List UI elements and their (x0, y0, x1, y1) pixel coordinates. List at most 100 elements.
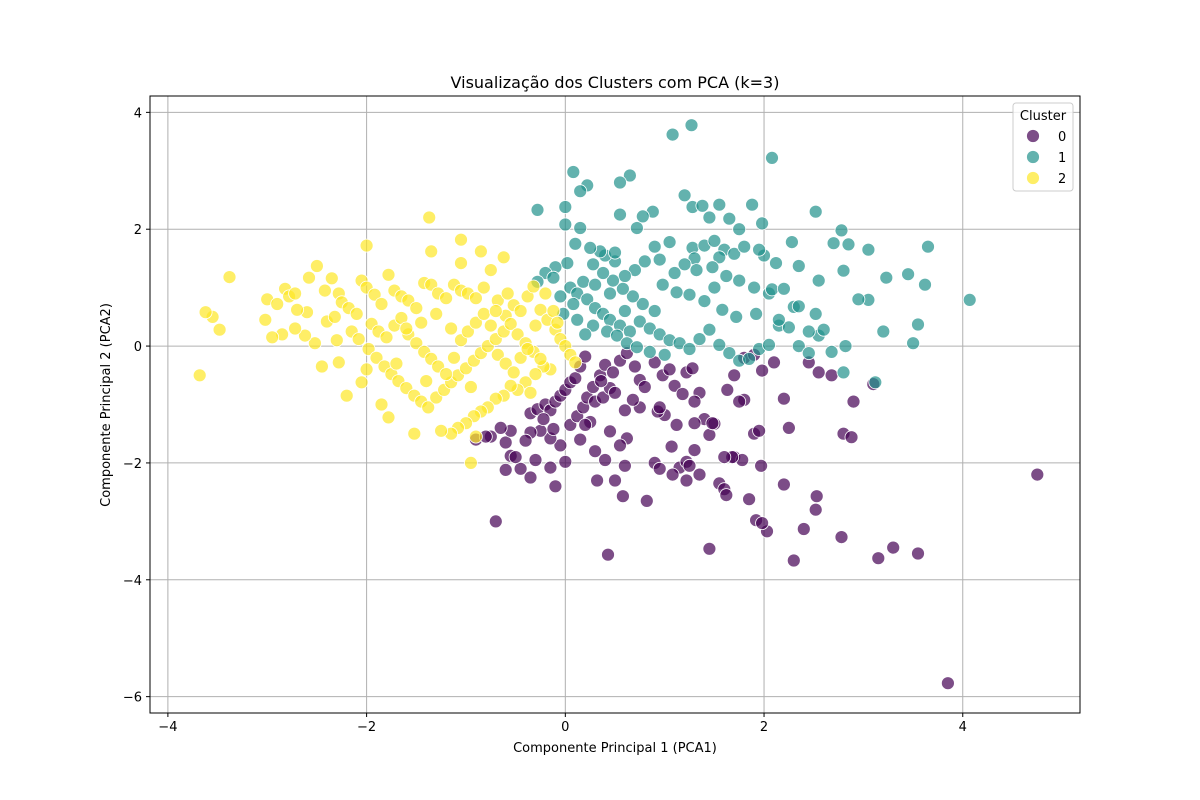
data-point (754, 458, 768, 473)
data-point (496, 250, 511, 265)
data-point (513, 304, 528, 318)
data-point (302, 270, 316, 285)
data-point (705, 260, 720, 275)
data-point (596, 390, 610, 405)
data-point (705, 416, 720, 431)
data-point (198, 305, 213, 320)
legend-label: 1 (1058, 151, 1066, 166)
data-point (374, 297, 389, 311)
data-point (503, 316, 518, 331)
data-point (258, 312, 273, 327)
data-point (720, 382, 735, 397)
data-point (526, 279, 541, 294)
data-point (580, 292, 595, 307)
data-point (635, 209, 650, 224)
data-point (826, 236, 841, 251)
data-point (608, 473, 622, 488)
data-point (447, 350, 461, 365)
data-point (811, 273, 826, 288)
data-point (573, 432, 588, 447)
data-point (702, 322, 717, 337)
data-point (463, 455, 478, 470)
data-point (578, 327, 593, 342)
data-point (669, 417, 684, 432)
y-axis-ticks: −6 −4 −2 0 2 4 (123, 106, 150, 706)
data-point (642, 344, 657, 359)
data-point (677, 188, 692, 203)
data-point (550, 315, 565, 330)
data-point (755, 216, 769, 231)
data-point (610, 328, 624, 343)
x-tick-label: 2 (760, 720, 768, 735)
x-tick-label: −4 (158, 720, 177, 735)
legend: Cluster 0 1 2 (1012, 102, 1074, 192)
y-tick-label: −4 (123, 574, 142, 589)
data-point (851, 292, 866, 307)
data-point (500, 286, 515, 301)
data-point (786, 553, 801, 568)
data-point (715, 302, 730, 317)
data-point (307, 336, 322, 351)
data-point (791, 339, 806, 354)
data-point (568, 236, 583, 251)
data-point (637, 254, 652, 269)
data-point (712, 197, 727, 212)
data-point (772, 312, 786, 327)
y-axis-label: Componente Principal 2 (PCA2) (99, 303, 114, 507)
data-point (331, 355, 346, 370)
data-point (652, 461, 667, 476)
data-point (498, 356, 513, 371)
data-point (722, 346, 737, 361)
data-point (576, 274, 591, 289)
legend-box (1012, 102, 1074, 192)
y-tick-label: 0 (134, 340, 142, 355)
data-point (618, 304, 632, 318)
data-point (488, 304, 503, 318)
data-point (836, 263, 851, 278)
grid (150, 96, 1080, 713)
data-point (381, 410, 396, 425)
data-point (618, 269, 632, 283)
data-point (570, 312, 585, 327)
data-point (389, 356, 404, 371)
data-point (665, 467, 680, 482)
data-point (265, 330, 280, 345)
series-1 (530, 118, 977, 390)
data-point (692, 467, 707, 482)
data-point (483, 318, 498, 333)
data-point (523, 385, 538, 400)
data-point (687, 416, 702, 431)
data-point (732, 273, 747, 288)
data-point (546, 422, 561, 436)
data-point (655, 277, 670, 292)
points (192, 118, 1045, 691)
data-point (695, 198, 710, 213)
data-point (421, 400, 436, 415)
data-point (359, 362, 374, 377)
data-point (444, 321, 459, 336)
data-point (911, 317, 925, 332)
data-point (488, 391, 503, 406)
data-point (476, 280, 491, 295)
data-point (844, 430, 859, 445)
data-point (594, 374, 608, 389)
data-point (543, 460, 558, 475)
data-point (665, 127, 680, 142)
data-point (374, 397, 389, 412)
data-point (553, 289, 568, 304)
data-point (309, 259, 324, 273)
data-point (548, 479, 563, 494)
data-point (367, 287, 382, 302)
data-point (871, 551, 886, 566)
data-point (737, 239, 752, 254)
data-point (752, 242, 766, 257)
data-point (314, 359, 329, 374)
data-point (630, 221, 644, 235)
data-point (749, 306, 763, 321)
data-point (647, 239, 662, 254)
data-point (838, 339, 853, 354)
data-point (608, 385, 622, 400)
data-point (755, 363, 769, 378)
data-point (657, 347, 672, 362)
data-point (578, 417, 593, 432)
